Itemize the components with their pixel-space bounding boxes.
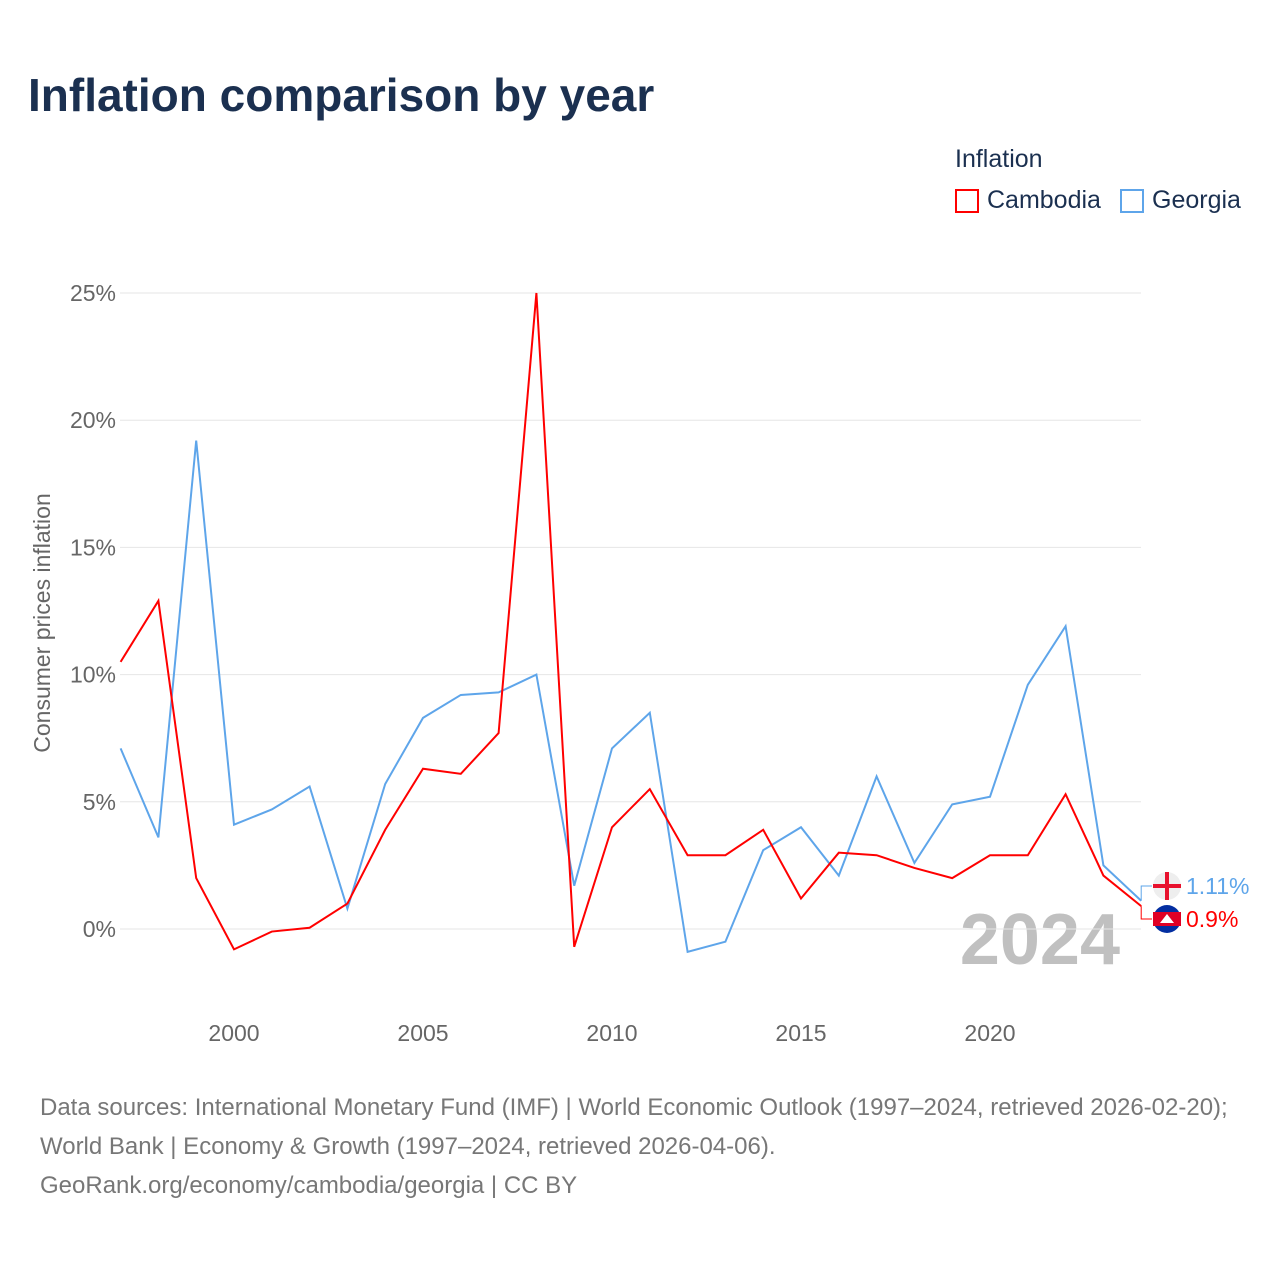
flag-temple [1160,914,1174,923]
y-tick-label: 5% [83,789,116,815]
end-connector [1140,885,1152,901]
legend-label: Georgia [1152,186,1241,214]
y-tick-label: 0% [83,916,116,942]
legend-item-georgia[interactable]: Georgia [1120,186,1241,215]
y-axis-label: Consumer prices inflation [29,493,55,753]
x-tick-label: 2015 [775,1020,826,1046]
end-connector [1140,906,1152,920]
legend-swatch-cambodia [955,188,979,213]
flag-cross [1153,884,1181,888]
x-tick-label: 2010 [586,1020,637,1046]
source-link[interactable]: GeoRank.org/economy/cambodia/georgia | C… [40,1172,578,1199]
x-tick-label: 2000 [208,1020,259,1046]
end-value-label-cambodia: 0.9% [1186,906,1238,932]
y-tick-label: 25% [70,280,116,306]
y-tick-label: 15% [70,534,116,560]
y-tick-label: 10% [70,662,116,688]
end-value-label-georgia: 1.11% [1186,873,1250,899]
georgia-flag-icon [1153,872,1181,900]
series-line-cambodia [119,292,1142,951]
x-tick-label: 2020 [964,1020,1015,1046]
source-text: Data sources: International Monetary Fun… [40,1094,1228,1160]
chart-title: Inflation comparison by year [28,69,655,121]
y-tick-label: 20% [70,407,116,433]
series-line-georgia [119,440,1142,954]
year-watermark: 2024 [960,900,1120,980]
x-tick-label: 2005 [397,1020,448,1046]
legend-swatch-georgia [1120,188,1144,213]
legend-item-cambodia[interactable]: Cambodia [955,186,1101,215]
legend-label: Cambodia [987,186,1101,214]
cambodia-flag-icon [1153,905,1181,933]
legend-title: Inflation [955,145,1043,173]
data-source: Data sources: International Monetary Fun… [40,1088,1250,1205]
